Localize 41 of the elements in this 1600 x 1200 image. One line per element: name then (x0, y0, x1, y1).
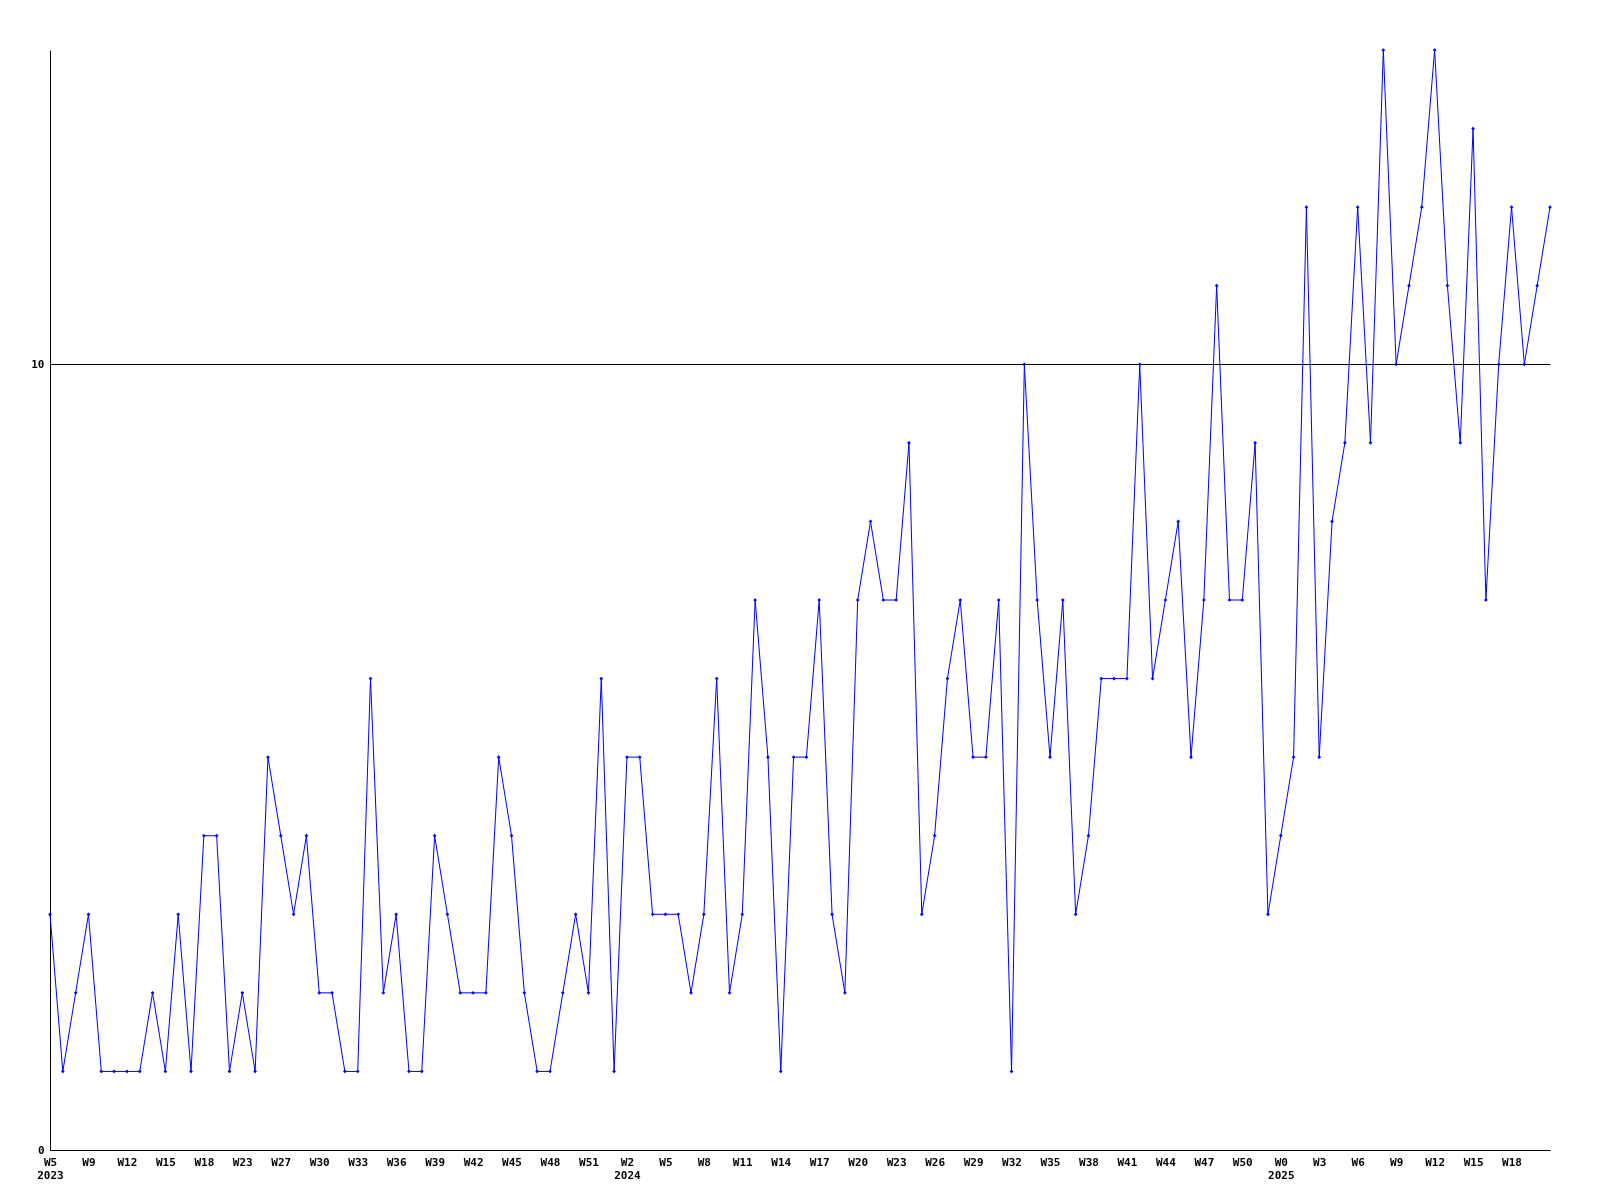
x-tick-label: W38 (1079, 1155, 1099, 1169)
x-tick-label: W48 (540, 1155, 561, 1169)
y-tick-label: 0 (37, 1143, 45, 1157)
x-tick-label: W0 2025 (1268, 1155, 1295, 1182)
x-tick-label: W23 (886, 1155, 907, 1169)
x-tick-label: W33 (348, 1155, 369, 1169)
x-tick-label: W35 (1040, 1155, 1061, 1169)
x-tick-label: W8 (697, 1155, 711, 1169)
x-tick-label: W12 (117, 1155, 138, 1169)
x-tick-label: W30 (309, 1155, 330, 1169)
x-tick-label: W18 (194, 1155, 215, 1169)
x-tick-label: W39 (425, 1155, 446, 1169)
x-tick-label: W36 (386, 1155, 407, 1169)
x-tick-label: W23 (232, 1155, 253, 1169)
x-tick-label: W29 (963, 1155, 984, 1169)
x-tick-label: W9 (82, 1155, 96, 1169)
x-tick-label: W14 (771, 1155, 792, 1169)
x-tick-label: W15 (155, 1155, 176, 1169)
x-tick-label: W17 (809, 1155, 830, 1169)
x-tick-label: W51 (579, 1155, 600, 1169)
x-tick-label: W15 (1463, 1155, 1484, 1169)
x-tick-label: W11 (732, 1155, 754, 1169)
x-tick-label: W27 (271, 1155, 292, 1169)
x-tick-label: W42 (463, 1155, 484, 1169)
x-tick-label: W20 (848, 1155, 869, 1169)
x-tick-label: W6 (1351, 1155, 1366, 1169)
x-tick-label: W3 (1313, 1155, 1327, 1169)
x-tick-label: W47 (1194, 1155, 1215, 1169)
x-tick-label: W5 (659, 1155, 673, 1169)
x-tick-label: W5 2023 (37, 1155, 64, 1182)
x-tick-label: W41 (1117, 1155, 1138, 1169)
x-tick-label: W18 (1502, 1155, 1522, 1169)
x-tick-label: W32 (1002, 1155, 1022, 1169)
y-tick-label: 10 (31, 357, 45, 371)
x-tick-label: W12 (1425, 1155, 1446, 1169)
x-tick-label: W26 (925, 1155, 946, 1169)
x-tick-label: W50 (1232, 1155, 1253, 1169)
x-tick-label: W45 (502, 1155, 522, 1169)
x-tick-label: W44 (1155, 1155, 1177, 1169)
x-tick-label: W9 (1390, 1155, 1404, 1169)
x-tick-label: W2 2024 (614, 1155, 642, 1182)
